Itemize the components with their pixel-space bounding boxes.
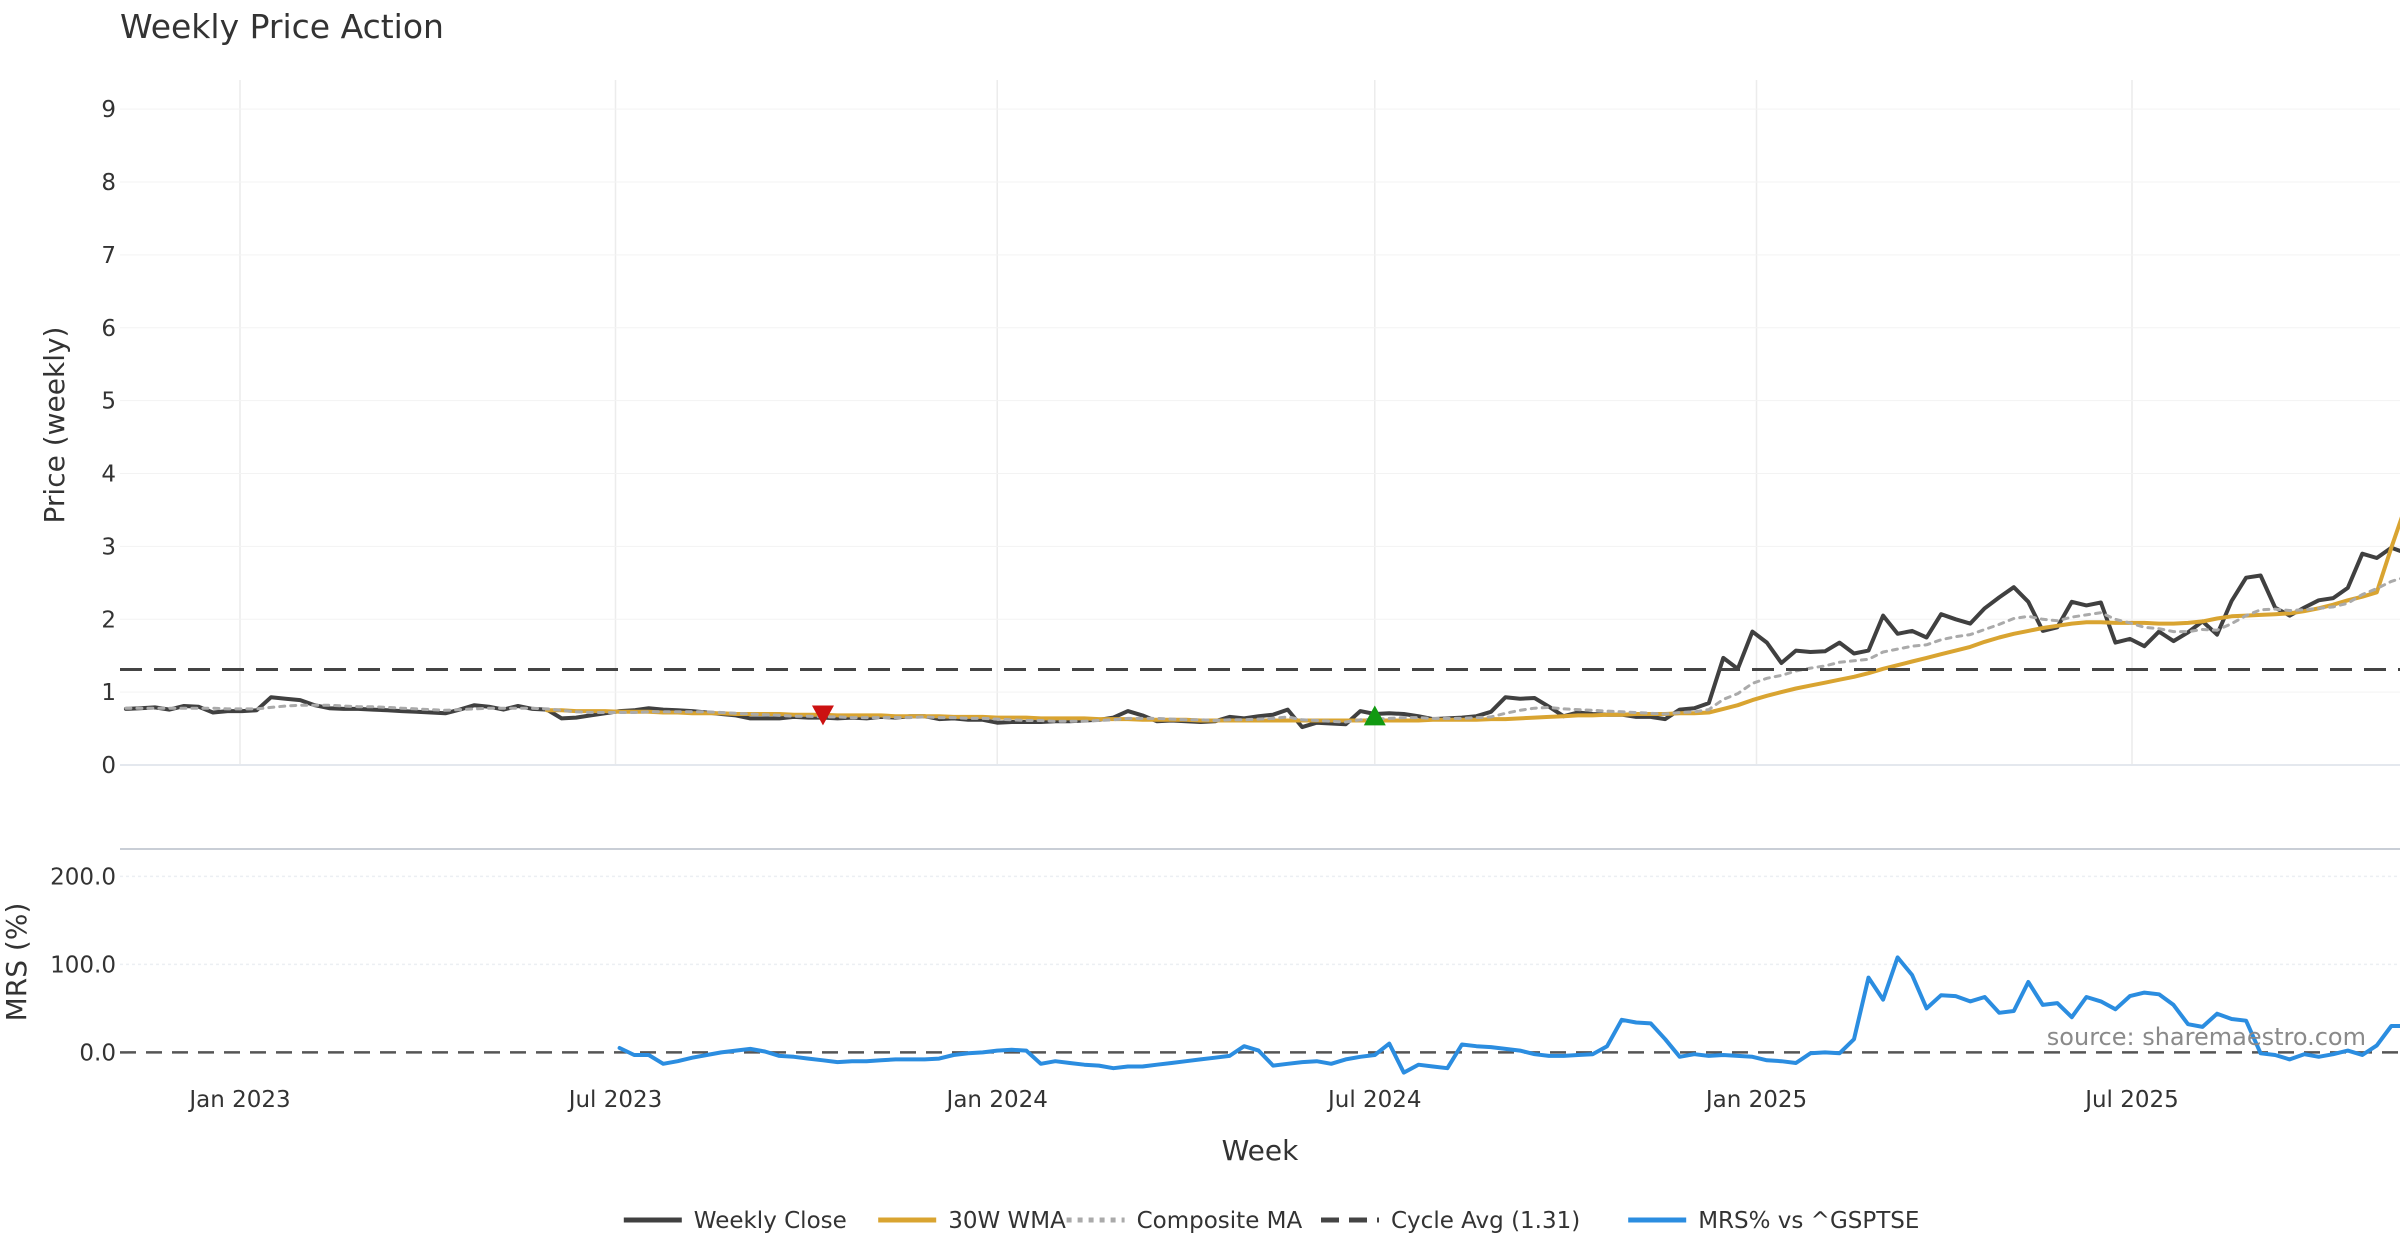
x-tick-label: Jul 2023 (567, 1087, 663, 1113)
series-30w-wma-line (545, 516, 2400, 723)
legend: Weekly Close 30W WMA Composite MA Cycle Avg… (623, 1208, 1919, 1234)
mrs-ytick-label: 100.0 (50, 952, 116, 978)
series-composite-ma-line (124, 577, 2400, 724)
price-ytick-label: 7 (101, 243, 116, 269)
x-tick-label: Jul 2024 (1326, 1087, 1422, 1113)
chart-title: Weekly Price Action (120, 7, 444, 46)
price-ytick-label: 5 (101, 389, 116, 415)
x-tick-label: Jan 2025 (1704, 1087, 1807, 1113)
price-ytick-label: 6 (101, 316, 116, 342)
legend-label: Composite MA (1137, 1208, 1303, 1234)
legend-item: Weekly Close (623, 1208, 847, 1234)
price-ytick-label: 9 (101, 97, 116, 123)
legend-label: MRS% vs ^GSPTSE (1698, 1208, 1919, 1234)
legend-item: MRS% vs ^GSPTSE (1628, 1208, 1919, 1234)
price-ytick-label: 0 (101, 753, 116, 779)
price-ytick-label: 4 (101, 462, 116, 488)
legend-item: Composite MA (1066, 1208, 1303, 1234)
mrs-panel: 0.0 100.0 200.0 (50, 864, 2400, 1075)
legend-label: 30W WMA (948, 1208, 1066, 1234)
legend-item: Cycle Avg (1.31) (1321, 1208, 1580, 1234)
legend-label: Cycle Avg (1.31) (1391, 1208, 1580, 1234)
mrs-ytick-label: 200.0 (50, 864, 116, 890)
x-tick-label: Jan 2024 (945, 1087, 1048, 1113)
price-ytick-label: 3 (101, 534, 116, 560)
price-ytick-label: 8 (101, 170, 116, 196)
source-note: source: sharemaestro.com (2047, 1023, 2366, 1051)
sell-signal-marker (811, 705, 834, 726)
price-axis-title: Price (weekly) (38, 327, 71, 524)
series-weekly-close-line (123, 545, 2400, 730)
legend-label: Weekly Close (694, 1208, 847, 1234)
x-axis: Jan 2023 Jul 2023 Jan 2024 Jul 2024 Jan 2025… (187, 1087, 2178, 1113)
x-tick-label: Jul 2025 (2083, 1087, 2179, 1113)
x-tick-label: Jan 2023 (187, 1087, 290, 1113)
mrs-ytick-label: 0.0 (79, 1040, 116, 1066)
price-ytick-label: 2 (101, 607, 116, 633)
mrs-axis-title: MRS (%) (0, 903, 33, 1022)
price-ytick-label: 1 (101, 680, 116, 706)
x-axis-title: Week (1222, 1134, 1299, 1167)
buy-signal-marker (1363, 705, 1386, 726)
price-panel: 0 1 2 3 4 5 6 7 8 9 (101, 80, 2400, 850)
legend-item: 30W WMA (878, 1208, 1066, 1234)
series-mrs-line (617, 955, 2400, 1075)
